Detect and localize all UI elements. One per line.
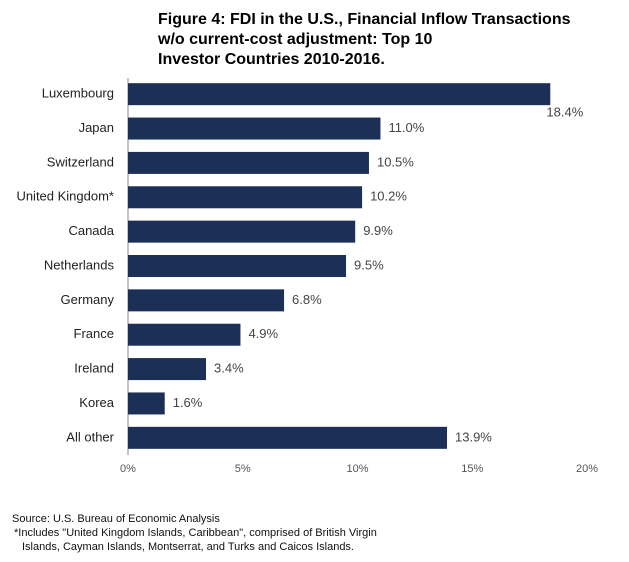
- bar: [128, 426, 448, 449]
- chart-title: Investor Countries 2010-2016.: [158, 51, 385, 68]
- value-label: 10.5%: [377, 154, 414, 169]
- x-tick-label: 20%: [576, 463, 598, 475]
- bar: [128, 358, 207, 381]
- chart-title: Figure 4: FDI in the U.S., Financial Inf…: [158, 11, 571, 28]
- y-tick-label: Ireland: [74, 361, 114, 376]
- x-tick-label: 0%: [120, 463, 136, 475]
- x-tick-label: 15%: [461, 463, 483, 475]
- x-tick-label: 10%: [346, 463, 368, 475]
- value-label: 6.8%: [292, 292, 322, 307]
- y-tick-label: Switzerland: [47, 154, 114, 169]
- source: Source: U.S. Bureau of Economic Analysis: [12, 513, 220, 525]
- y-tick-label: Germany: [61, 292, 115, 307]
- bar: [128, 220, 356, 243]
- y-tick-label: All other: [66, 429, 114, 444]
- x-tick-label: 5%: [235, 463, 251, 475]
- y-tick-label: Japan: [79, 120, 114, 135]
- value-label: 4.9%: [248, 326, 278, 341]
- bar: [128, 83, 551, 106]
- y-tick-label: Korea: [79, 395, 114, 410]
- note: Islands, Cayman Islands, Montserrat, and…: [22, 541, 354, 553]
- y-tick-label: Canada: [68, 223, 114, 238]
- bar: [128, 117, 381, 140]
- y-tick-label: Netherlands: [44, 257, 115, 272]
- value-label: 9.9%: [363, 223, 393, 238]
- bar: [128, 289, 285, 312]
- value-label: 13.9%: [455, 429, 492, 444]
- value-label: 1.6%: [173, 395, 203, 410]
- value-label: 9.5%: [354, 257, 384, 272]
- y-tick-label: Luxembourg: [42, 86, 114, 101]
- bar: [128, 255, 347, 277]
- y-tick-label: United Kingdom*: [16, 189, 114, 204]
- bar: [128, 186, 363, 209]
- bar: [128, 151, 369, 174]
- value-label: 11.0%: [388, 120, 424, 135]
- chart-title: w/o current-cost adjustment: Top 10: [157, 31, 433, 48]
- note: *Includes "United Kingdom Islands, Carib…: [14, 527, 377, 539]
- value-label: 3.4%: [214, 361, 244, 376]
- value-label: 18.4%: [546, 105, 583, 120]
- y-tick-label: France: [74, 326, 114, 341]
- bar: [128, 392, 165, 415]
- bar: [128, 323, 241, 346]
- value-label: 10.2%: [370, 189, 407, 204]
